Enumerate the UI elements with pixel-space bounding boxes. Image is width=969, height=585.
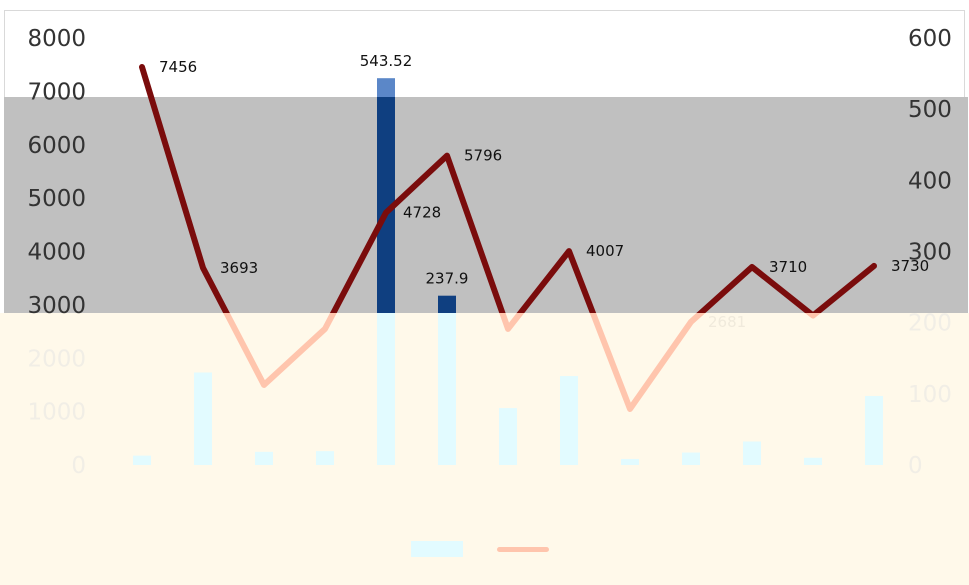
- bar-layer: [377, 78, 395, 97]
- bar: [743, 441, 761, 465]
- left-axis-tick: 2000: [27, 346, 86, 372]
- right-axis-tick: 400: [908, 168, 952, 194]
- bar: [865, 395, 883, 465]
- bar: [682, 452, 700, 465]
- left-axis-tick: 1000: [27, 400, 86, 426]
- right-axis-tick: 300: [908, 240, 952, 266]
- line-value-label: 4007: [586, 242, 624, 260]
- bar-value-label: 543.52: [360, 52, 413, 70]
- line-value-label: 4728: [403, 204, 441, 222]
- bar-value-label: 237.9: [426, 270, 469, 288]
- bar: [377, 78, 395, 97]
- line-value-label: 7456: [159, 58, 197, 76]
- bar-series: [133, 78, 883, 465]
- data-labels: 543.52 237.9 7456 3693 4728 5796 4007 2681 3710 3…: [159, 52, 929, 331]
- line-value-label: 3710: [769, 258, 807, 276]
- line-value-label: 3730: [891, 257, 929, 275]
- line-path: [223, 313, 821, 412]
- bar: [316, 451, 334, 465]
- right-axis-tick: 500: [908, 97, 952, 123]
- bar: [804, 457, 822, 465]
- bar: [377, 97, 395, 313]
- bar: [133, 455, 151, 465]
- bar: [438, 295, 456, 313]
- bar: [499, 408, 517, 465]
- bar: [377, 313, 395, 465]
- bar: [255, 451, 273, 465]
- bar: [621, 458, 639, 465]
- bar-layer: [133, 313, 883, 465]
- legend-item-line[interactable]: [496, 546, 559, 552]
- cream-overlay-band: [0, 313, 969, 585]
- legend-bar-swatch: [410, 541, 463, 557]
- left-axis-tick: 5000: [27, 186, 86, 212]
- left-axis-tick: 6000: [27, 133, 86, 159]
- right-axis-tick: 0: [908, 453, 923, 479]
- right-axis-tick: 600: [908, 26, 952, 52]
- left-axis-tick: 3000: [27, 293, 86, 319]
- left-axis-tick: 8000: [27, 26, 86, 52]
- right-axis-tick: 100: [908, 382, 952, 408]
- legend: [0, 537, 969, 561]
- bar-layer: [377, 97, 456, 313]
- legend-item-bar[interactable]: [410, 541, 473, 557]
- line-value-label: 5796: [464, 147, 502, 165]
- bar: [194, 372, 212, 465]
- right-axis: 0 100 200 300 400 500 600: [908, 26, 952, 479]
- left-axis-tick: 0: [71, 453, 86, 479]
- line-value-label: 2681: [708, 313, 746, 331]
- bar: [438, 313, 456, 465]
- left-axis-tick: 4000: [27, 240, 86, 266]
- line-value-label: 3693: [220, 259, 258, 277]
- left-axis-tick: 7000: [27, 79, 86, 105]
- line-series: [139, 64, 877, 412]
- left-axis: 0 1000 2000 3000 4000 5000 6000 7000 8000: [27, 26, 86, 479]
- right-axis-tick: 200: [908, 311, 952, 337]
- legend-line-swatch: [496, 546, 549, 552]
- line-path: [147, 97, 877, 313]
- bar: [560, 376, 578, 465]
